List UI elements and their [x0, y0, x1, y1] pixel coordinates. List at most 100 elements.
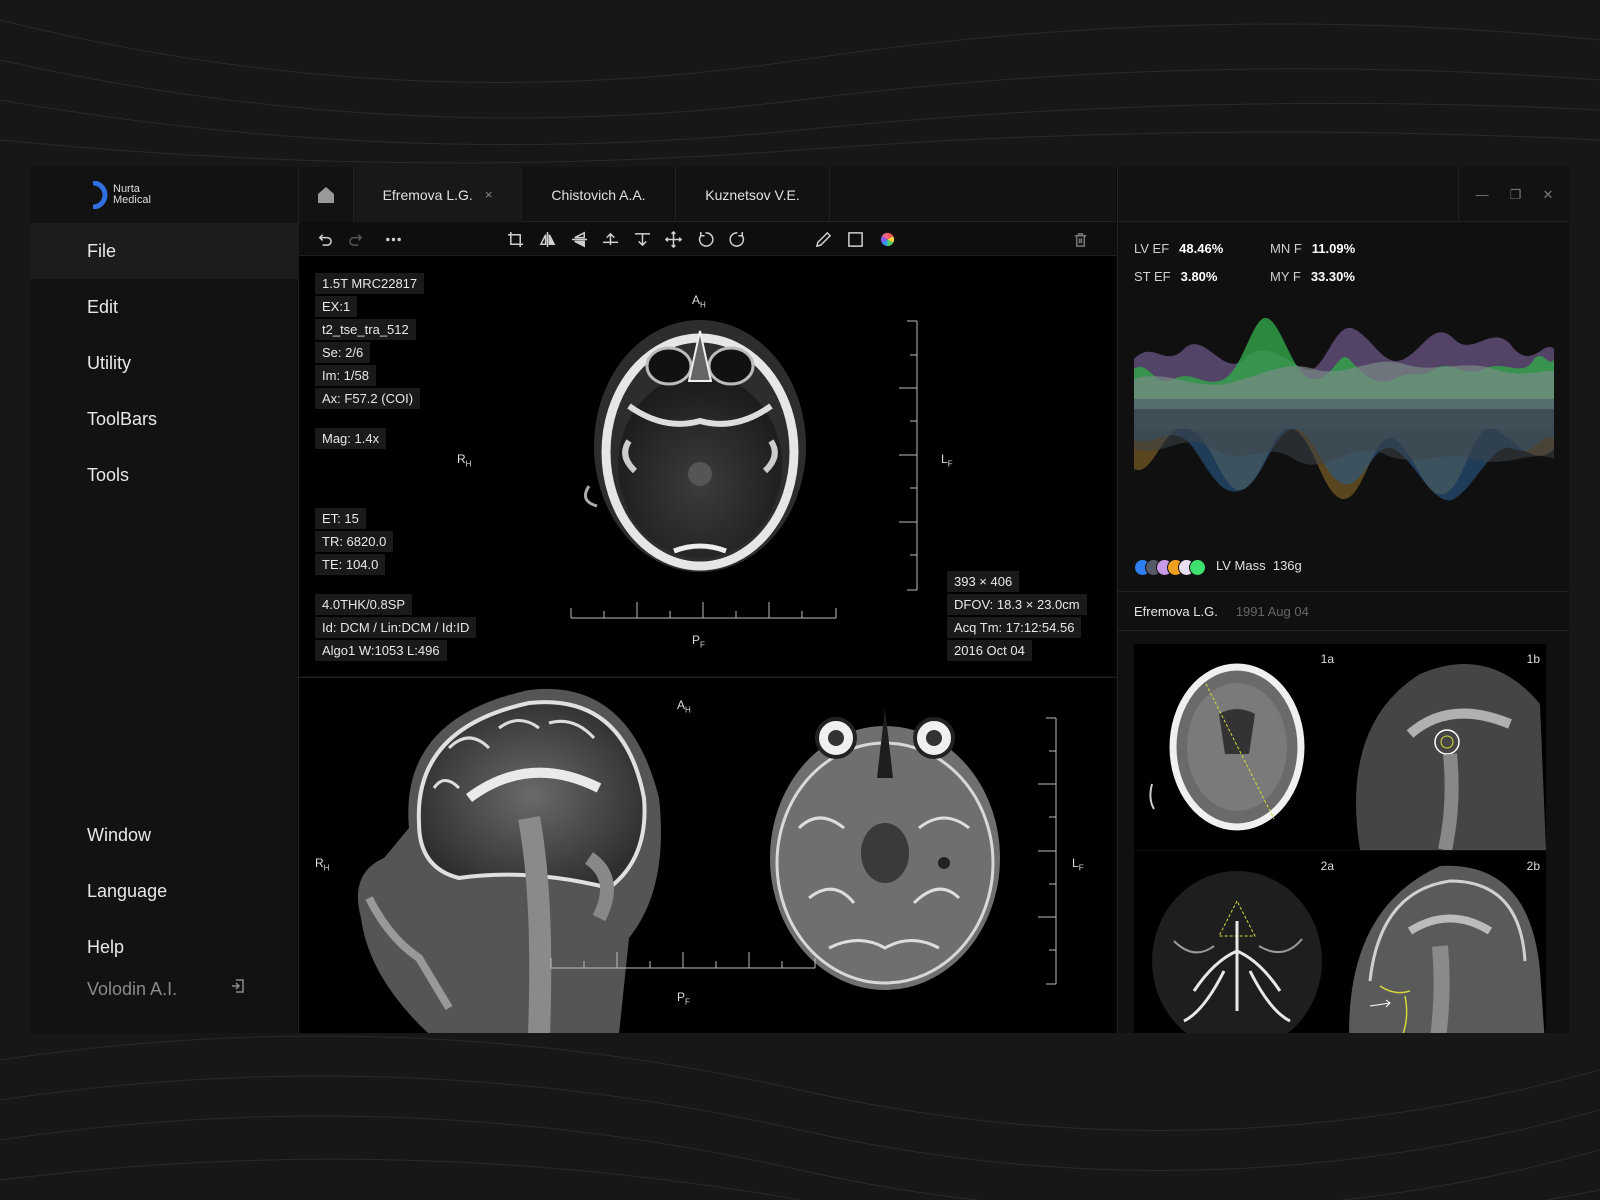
orientation-left: RH	[315, 856, 330, 873]
orientation-top: AH	[677, 698, 691, 715]
rotate-right-icon	[728, 231, 744, 247]
orientation-right: LF	[941, 452, 953, 469]
info-magnification: Mag: 1.4x	[315, 428, 387, 449]
panel-header: — ❐ ✕	[1118, 167, 1569, 222]
flip-horizontal-icon	[539, 231, 555, 247]
info-exam: EX:1	[315, 296, 358, 317]
menu-item-edit[interactable]: Edit	[87, 296, 119, 317]
thumbnail-1b[interactable]: 1b	[1340, 644, 1546, 850]
mri-sagittal-2-thumbnail	[1349, 865, 1545, 1033]
flip-vertical-button[interactable]	[569, 229, 589, 249]
crop-button[interactable]	[505, 229, 525, 249]
angiography-thumbnail	[1152, 871, 1322, 1033]
logout-icon[interactable]	[228, 976, 248, 996]
patient-info: Efremova L.G. 1991 Aug 04	[1118, 591, 1569, 631]
close-window-icon[interactable]: ✕	[1542, 186, 1554, 202]
info-tr: TR: 6820.0	[315, 531, 394, 552]
sagittal-mri	[357, 688, 661, 1033]
undo-button[interactable]	[314, 229, 334, 249]
thumbnail-label: 2b	[1526, 859, 1540, 873]
mri-sagittal-thumbnail	[1356, 664, 1546, 850]
window-controls: — ❐ ✕	[1458, 167, 1569, 222]
bottom-horizontal-ruler	[550, 952, 816, 969]
mri-images	[357, 688, 1057, 1033]
tab-kuznetsov[interactable]: Kuznetsov V.E.	[676, 167, 830, 222]
home-tab[interactable]	[299, 167, 354, 222]
info-et: ET: 15	[315, 508, 366, 529]
redo-button[interactable]	[346, 229, 366, 249]
thumbnail-label: 1a	[1320, 652, 1334, 666]
orientation-bottom: PF	[692, 633, 705, 650]
tab-efremova[interactable]: Efremova L.G. ×	[354, 167, 522, 222]
chart-legend	[1134, 556, 1206, 578]
orientation-top: AH	[692, 293, 706, 310]
menu-item-utility[interactable]: Utility	[87, 352, 131, 373]
more-icon	[385, 237, 401, 241]
restore-icon[interactable]: ❐	[1509, 186, 1522, 202]
pencil-button[interactable]	[813, 229, 833, 249]
flip-vertical-icon	[571, 231, 587, 247]
minimize-icon[interactable]: —	[1475, 187, 1489, 202]
menu-item-toolbars[interactable]: ToolBars	[87, 408, 158, 429]
tab-label: Efremova L.G.	[382, 186, 473, 203]
info-acq-time: Acq Tm: 17:12:54.56	[947, 617, 1082, 638]
thumbnail-2b[interactable]: 2b	[1340, 851, 1546, 1033]
logo-line-2: Medical	[113, 194, 151, 206]
menu-item-file[interactable]: File	[31, 223, 299, 279]
wave-gray-top	[1134, 361, 1554, 409]
thumbnail-1a[interactable]: 1a	[1134, 644, 1340, 850]
orientation-bottom: PF	[677, 990, 690, 1007]
menu-item-window[interactable]: Window	[87, 824, 152, 845]
sidebar: Nurta Medical File Edit Utility ToolBars…	[31, 167, 299, 1033]
logo-line-1: Nurta	[113, 183, 140, 195]
axial-mri	[770, 708, 1000, 990]
redo-icon	[348, 233, 362, 246]
menu-item-help[interactable]: Help	[87, 936, 125, 957]
horizontal-ruler	[570, 602, 837, 619]
rectangle-button[interactable]	[845, 229, 865, 249]
delete-button[interactable]	[1070, 229, 1090, 249]
vertical-ruler	[899, 320, 918, 591]
analysis-panel: — ❐ ✕ LV EF 48.46% MN F 11.09% ST EF 3.80% …	[1117, 167, 1569, 1033]
viewer-mri[interactable]: AH RH LF PF	[299, 677, 1116, 1033]
logo-mark-icon	[87, 181, 108, 209]
undo-icon	[318, 233, 332, 246]
bottom-vertical-ruler	[1038, 717, 1057, 985]
viewer-axial-ct[interactable]: 1.5T MRC22817 EX:1 t2_tse_tra_512 Se: 2/…	[299, 256, 1116, 676]
info-thickness: 4.0THK/0.8SP	[315, 594, 413, 615]
lv-mass: LV Mass 136g	[1216, 558, 1302, 573]
move-button[interactable]	[663, 229, 683, 249]
info-image: Im: 1/58	[315, 365, 376, 386]
thumbnail-label: 1b	[1526, 652, 1540, 666]
align-top-icon	[602, 232, 618, 245]
menu-item-tools[interactable]: Tools	[87, 464, 130, 485]
rotate-right-button[interactable]	[727, 229, 747, 249]
info-algo: Algo1 W:1053 L:496	[315, 640, 447, 661]
user-name: Volodin A.I.	[87, 979, 178, 999]
metric-lv-ef: LV EF 48.46%	[1134, 241, 1224, 256]
info-scanner: 1.5T MRC22817	[315, 273, 425, 294]
more-button[interactable]	[383, 229, 403, 249]
patient-tabs: Efremova L.G. × Chistovich A.A. Kuznetso…	[299, 167, 1116, 222]
orientation-left: RH	[457, 452, 472, 469]
info-dfov: DFOV: 18.3 × 23.0cm	[947, 594, 1087, 615]
logo: Nurta Medical	[87, 179, 151, 211]
color-wheel-icon	[880, 232, 894, 246]
info-id: Id: DCM / Lin:DCM / Id:ID	[315, 617, 477, 638]
menu-item-language[interactable]: Language	[87, 880, 168, 901]
info-sequence: t2_tse_tra_512	[315, 319, 416, 340]
tab-chistovich[interactable]: Chistovich A.A.	[522, 167, 676, 222]
align-bottom-button[interactable]	[632, 229, 652, 249]
rotate-left-button[interactable]	[695, 229, 715, 249]
align-top-button[interactable]	[600, 229, 620, 249]
close-tab-icon[interactable]: ×	[484, 187, 493, 202]
ct-axial-thumbnail	[1149, 663, 1305, 831]
thumbnail-label: 2a	[1320, 859, 1334, 873]
color-button[interactable]	[877, 229, 897, 249]
metric-mn-f: MN F 11.09%	[1270, 241, 1356, 256]
pencil-icon	[815, 231, 831, 247]
legend-dot	[1189, 558, 1206, 576]
thumbnail-2a[interactable]: 2a	[1134, 851, 1340, 1033]
flip-horizontal-button[interactable]	[537, 229, 557, 249]
